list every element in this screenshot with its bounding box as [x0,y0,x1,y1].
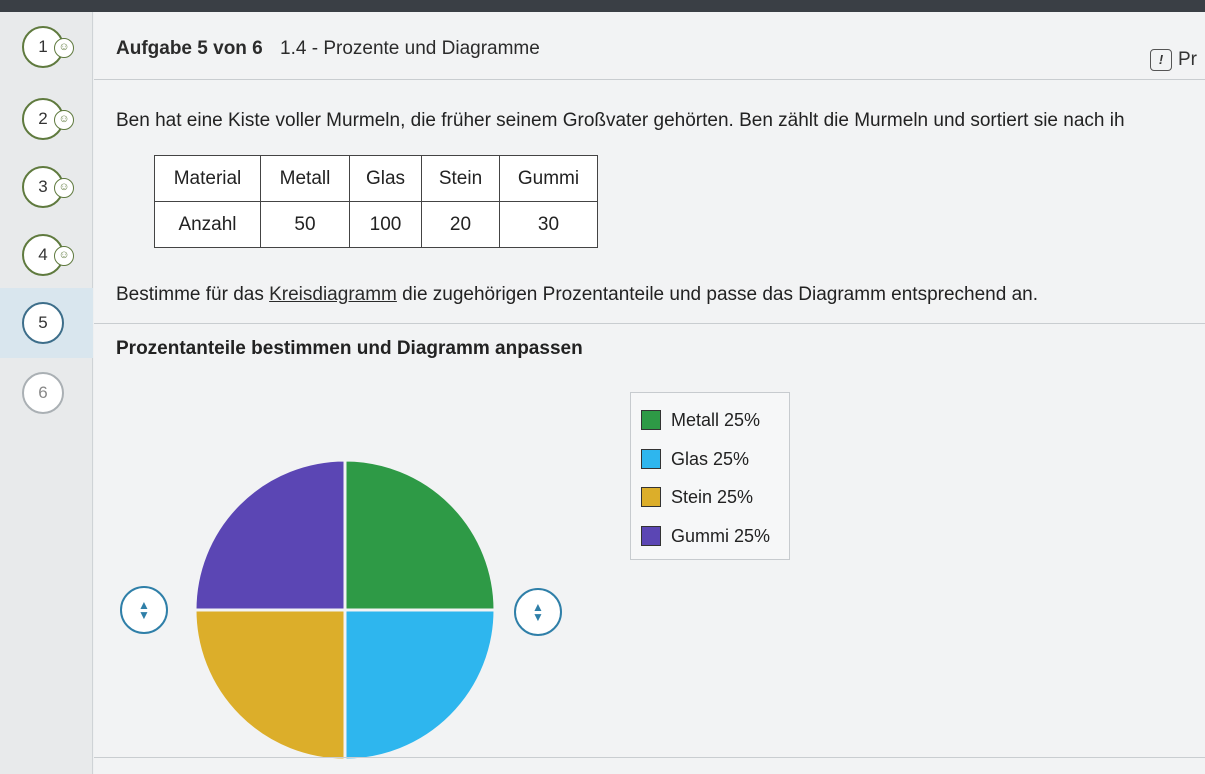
legend-swatch [641,449,661,469]
section-title: Prozentanteile bestimmen und Diagramm an… [116,338,583,359]
legend-item-gummi: Gummi 25% [641,525,770,547]
table-cell: Material [154,155,261,202]
task-number: 3 [38,177,48,196]
task-item-1[interactable]: 1 ☺ [0,12,93,82]
table-cell: Gummi [499,155,598,202]
task-header: Aufgabe 5 von 6 1.4 - Prozente und Diagr… [94,12,1205,80]
smiley-icon: ☺ [54,246,74,266]
task-item-6[interactable]: 6 [0,358,93,428]
task-number-circle: 1 ☺ [22,26,74,68]
header-title: Aufgabe 5 von 6 1.4 - Prozente und Diagr… [116,38,540,60]
task-number: 1 [38,37,48,56]
task-number: 6 [38,383,48,402]
table-row: Anzahl 50 100 20 30 [154,201,598,248]
legend-item-stein: Stein 25% [641,486,753,508]
chart-legend: Metall 25% Glas 25% Stein 25% Gummi 25% [630,392,790,560]
table-cell: Glas [349,155,422,202]
task-item-4[interactable]: 4 ☺ [0,220,93,290]
legend-swatch [641,410,661,430]
section-divider [94,323,1205,324]
pie-chart-svg [193,458,497,762]
task-number-circle: 4 ☺ [22,234,74,276]
arrow-up-icon: ▲ [138,598,150,612]
legend-swatch [641,487,661,507]
instruction-before: Bestimme für das [116,284,270,305]
right-slice-handle[interactable]: ▲ ▼ [514,588,562,636]
legend-item-glas: Glas 25% [641,448,749,470]
task-number: 5 [38,313,48,332]
intro-text: Ben hat eine Kiste voller Murmeln, die f… [116,110,1125,131]
kreisdiagramm-link[interactable]: Kreisdiagramm [269,284,397,305]
table-cell: Stein [421,155,500,202]
left-slice-handle[interactable]: ▲ ▼ [120,586,168,634]
task-number-circle: 6 [22,372,64,414]
smiley-icon: ☺ [54,178,74,198]
legend-label: Metall 25% [671,409,761,430]
marble-table: Material Metall Glas Stein Gummi Anzahl … [154,155,598,248]
table-cell: 50 [260,201,350,248]
table-cell: 100 [349,201,422,248]
table-cell: Metall [260,155,350,202]
smiley-icon: ☺ [54,38,74,58]
pie-slice-metall[interactable] [343,458,497,612]
task-number: 2 [38,109,48,128]
task-item-2[interactable]: 2 ☺ [0,84,93,154]
legend-label: Glas 25% [671,448,750,469]
table-cell: 20 [421,201,500,248]
help-label: Pr [1178,49,1197,70]
browser-top-bar [0,0,1205,12]
task-number-circle: 5 [22,302,64,344]
table-cell: 30 [499,201,598,248]
task-item-5[interactable]: 5 [0,288,93,358]
task-counter: Aufgabe 5 von 6 [116,38,263,59]
task-item-3[interactable]: 3 ☺ [0,152,93,222]
instruction-after: die zugehörigen Prozentanteile und passe… [396,284,1039,305]
legend-label: Gummi 25% [671,525,771,546]
pie-slice-gummi[interactable] [193,458,347,612]
arrow-down-icon: ▼ [138,608,150,622]
table-header-row: Material Metall Glas Stein Gummi [154,155,598,202]
arrow-up-icon: ▲ [532,600,544,614]
task-number: 4 [38,245,48,264]
table-cell: Anzahl [154,201,261,248]
instruction-text: Bestimme für das Kreisdiagramm die zugeh… [116,284,1038,306]
task-number-circle: 3 ☺ [22,166,74,208]
chapter-title: 1.4 - Prozente und Diagramme [280,38,540,59]
task-sidebar: 1 ☺ 2 ☺ 3 ☺ 4 ☺ 5 6 [0,12,93,774]
legend-swatch [641,526,661,546]
pie-slice-stein[interactable] [193,608,347,762]
smiley-icon: ☺ [54,110,74,130]
arrow-down-icon: ▼ [532,610,544,624]
help-button[interactable]: ! Pr [1150,47,1197,73]
hint-icon: ! [1150,49,1172,71]
task-content: Aufgabe 5 von 6 1.4 - Prozente und Diagr… [94,12,1205,774]
pie-chart [192,457,498,763]
pie-slice-glas[interactable] [343,608,497,762]
task-number-circle: 2 ☺ [22,98,74,140]
bottom-divider [94,757,1205,758]
legend-label: Stein 25% [671,486,754,507]
legend-item-metall: Metall 25% [641,409,760,431]
